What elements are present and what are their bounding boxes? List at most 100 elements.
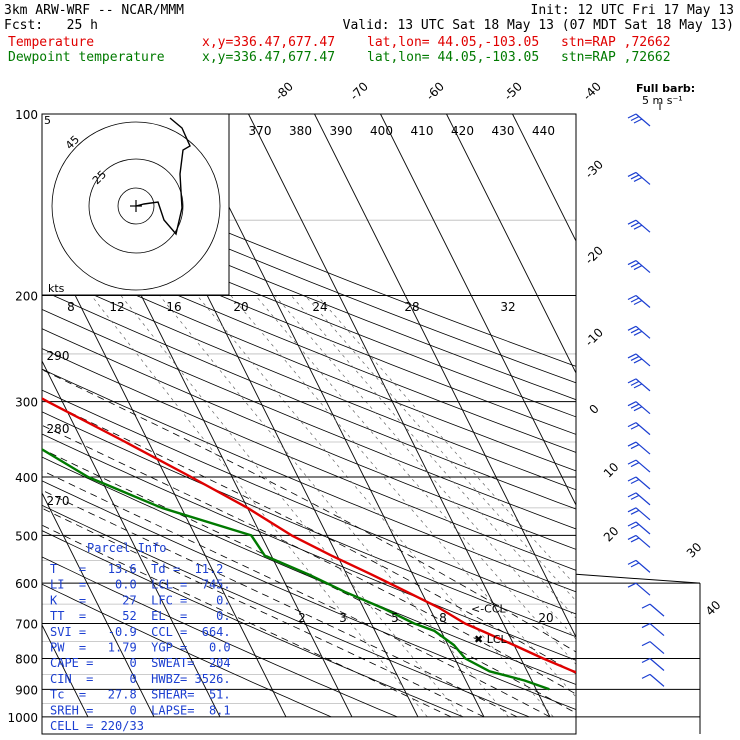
wind-barb-flag — [633, 330, 643, 336]
wind-barb-flag — [627, 259, 637, 266]
legend-dewpoint-station: stn=RAP ,72662 — [561, 50, 671, 65]
wind-barb-flag — [630, 443, 640, 450]
isotherm-label: -80 — [272, 79, 296, 103]
theta-label: 380 — [289, 124, 312, 138]
wind-barb-flag — [627, 325, 637, 331]
theta-label: 410 — [411, 124, 434, 138]
wind-barb — [635, 507, 651, 521]
isotherm-label: -60 — [423, 79, 447, 103]
mixing-ratio-line — [290, 295, 576, 619]
wind-barb — [649, 603, 665, 617]
theta-label: 280 — [47, 422, 70, 436]
valid-time: Valid: 13 UTC Sat 18 May 13 (07 MDT Sat … — [342, 18, 734, 33]
hodograph-unit: kts — [48, 282, 65, 295]
pressure-tick-label: 600 — [15, 577, 38, 591]
wind-barb-flag — [641, 641, 651, 647]
dry-adiabat — [42, 271, 576, 491]
wind-barb-flag — [630, 403, 640, 409]
wind-barb — [635, 353, 651, 367]
isotherm-label: 0 — [587, 402, 602, 417]
wind-barb — [635, 260, 651, 273]
hodograph-ring — [117, 187, 155, 225]
theta-label: 440 — [532, 124, 555, 138]
isotherm-label: -50 — [501, 79, 525, 103]
wind-barb-flag — [633, 176, 643, 182]
dry-adiabat — [42, 433, 576, 661]
dry-adiabat — [42, 328, 576, 550]
isotherm-label: -20 — [582, 243, 606, 267]
dry-adiabat — [42, 348, 576, 571]
wind-barb — [649, 641, 665, 655]
wind-barb-flag — [627, 401, 637, 407]
pressure-tick-label: 800 — [15, 653, 38, 667]
wind-barb-flag — [627, 507, 637, 513]
dry-adiabat — [42, 290, 576, 510]
parcel-info-title: Parcel Info — [87, 541, 166, 555]
mixing-ratio-label: 12 — [109, 300, 124, 314]
mixing-ratio-line — [120, 295, 463, 718]
frame-extension — [575, 573, 701, 584]
wind-barb-flag — [633, 383, 643, 389]
isotherm-label: 10 — [601, 460, 622, 481]
wind-barb — [635, 401, 651, 415]
parcel-info-row: PW = 1.79 YGP = 0.0 — [50, 641, 231, 655]
dewpoint-profile — [42, 447, 550, 691]
wind-barb-flag — [630, 462, 640, 468]
mixing-ratio-label: 24 — [312, 300, 327, 314]
wind-barb-flag — [630, 424, 640, 430]
dry-adiabat — [42, 411, 576, 638]
dry-adiabat — [42, 218, 576, 435]
dry-adiabat — [42, 583, 332, 718]
pressure-tick-label: 300 — [15, 396, 38, 410]
pressure-tick-label: 200 — [15, 290, 38, 304]
isotherm-line — [314, 114, 576, 639]
theta-label: 390 — [330, 124, 353, 138]
wind-barb — [635, 171, 651, 185]
isotherm-line — [380, 114, 576, 507]
wind-barb-flag — [627, 113, 637, 119]
dry-adiabat — [42, 185, 576, 401]
wind-barb — [635, 295, 651, 308]
model-title: 3km ARW-WRF -- NCAR/MMM — [4, 3, 185, 18]
mixing-ratio-label: 32 — [500, 300, 515, 314]
plot-frame — [41, 113, 577, 735]
wind-barb-flag — [633, 299, 643, 306]
wind-barb-flag — [627, 353, 637, 359]
wind-barb-flag — [627, 476, 637, 482]
legend-dewpoint-latlon: lat,lon= 44.05,-103.05 — [367, 50, 540, 65]
mixing-ratio-line — [91, 295, 428, 718]
mixing-ratio-label: 28 — [404, 300, 419, 314]
wind-barb-flag — [627, 441, 637, 447]
wind-barb — [635, 559, 651, 573]
theta-label: 270 — [47, 494, 70, 508]
wind-barb — [635, 325, 651, 339]
mixing-ratio-label: 3 — [339, 611, 347, 625]
wind-barb — [649, 673, 665, 687]
wind-barb-flag — [630, 380, 640, 386]
isotherm-label: -10 — [582, 325, 606, 349]
wind-barb-flag — [630, 537, 640, 543]
wind-barb-flag — [630, 523, 640, 530]
wind-barb — [635, 219, 651, 233]
wind-barb-flag — [627, 422, 637, 428]
parcel-info-row: CIN = 0 HWBZ= 3526. — [50, 672, 231, 686]
wind-barb-flag — [627, 219, 637, 225]
parcel-info-row: K = 27 LFC = 0. — [50, 593, 231, 607]
dry-adiabat — [42, 556, 398, 718]
hodograph-ring — [88, 158, 184, 254]
dry-adiabat — [42, 389, 576, 615]
wind-barb-flag — [641, 603, 651, 609]
init-time: Init: 12 UTC Fri 17 May 13 — [530, 3, 735, 18]
dry-adiabat — [42, 169, 576, 384]
barb-legend-title: Full barb: — [636, 82, 695, 95]
hodograph-trace — [135, 117, 191, 236]
wind-barb-flag — [627, 294, 637, 301]
wind-barb-flag — [641, 657, 651, 664]
parcel-info-row: SVI = -0.9 CCL = 664. — [50, 625, 231, 639]
wind-barb-flag — [630, 222, 640, 228]
theta-label: 290 — [47, 349, 70, 363]
isotherm-line — [446, 114, 576, 375]
isotherm-label: 40 — [703, 598, 724, 619]
dry-adiabat — [42, 202, 576, 418]
